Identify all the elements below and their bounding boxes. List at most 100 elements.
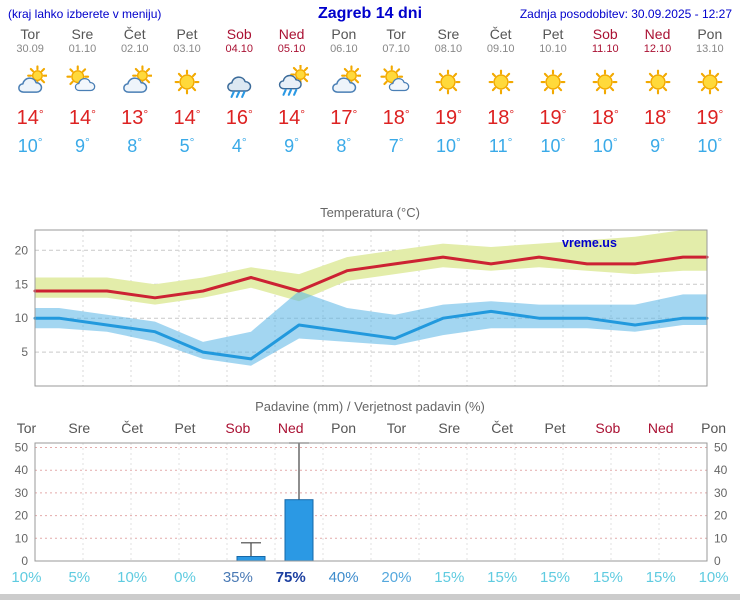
svg-text:50: 50 <box>714 441 728 455</box>
degree-symbol: ° <box>38 107 44 121</box>
degree-symbol: ° <box>85 135 90 149</box>
degree-symbol: ° <box>507 135 513 149</box>
precip-day-label: Tor <box>16 420 37 436</box>
day-column[interactable]: Tor 30.09 14° 10° <box>4 26 56 159</box>
precip-day-labels-row: Tor Sre Čet Pet Sob Ned Pon Tor Sre Čet Pet Sob Ned P… <box>0 420 740 436</box>
svg-text:10: 10 <box>15 311 29 325</box>
day-column[interactable]: Ned 05.10 14° 9° <box>265 26 317 159</box>
day-low-temp: 9° <box>265 135 317 159</box>
degree-symbol: ° <box>137 135 143 149</box>
weather-icon-sun <box>161 63 213 101</box>
temp-line-max <box>33 255 709 300</box>
precip-probability: 75% <box>275 569 306 586</box>
precip-probability: 15% <box>487 569 518 586</box>
high-temp-value: 17 <box>330 107 353 129</box>
high-temp-value: 18 <box>382 107 405 129</box>
precip-probability: 15% <box>645 569 676 586</box>
day-column[interactable]: Ned 12.10 18° 9° <box>631 26 683 159</box>
precip-chart-title: Padavine (mm) / Verjetnost padavin (%) <box>255 399 485 414</box>
svg-text:15: 15 <box>15 277 29 291</box>
day-column[interactable]: Čet 09.10 18° 11° <box>475 26 527 159</box>
low-temp-value: 10 <box>540 136 561 156</box>
low-temp-value: 5 <box>179 136 190 156</box>
precip-day-label: Čet <box>121 420 144 436</box>
precip-probability: 15% <box>592 569 623 586</box>
degree-symbol: ° <box>294 135 299 149</box>
precip-probability: 40% <box>328 569 359 586</box>
day-column[interactable]: Sob 11.10 18° 10° <box>579 26 631 159</box>
low-temp-value: 10 <box>17 136 38 156</box>
day-high-temp: 19° <box>422 106 474 132</box>
degree-symbol: ° <box>352 107 358 121</box>
day-name: Ned <box>278 26 305 42</box>
day-date: 01.10 <box>68 43 97 55</box>
svg-text:20: 20 <box>714 509 728 523</box>
weather-icon-cloud-sun <box>109 63 161 101</box>
low-temp-value: 10 <box>592 136 613 156</box>
day-column[interactable]: Sre 01.10 14° 9° <box>56 26 108 159</box>
precip-probability: 10% <box>698 569 729 586</box>
degree-symbol: ° <box>195 107 201 121</box>
day-date: 13.10 <box>696 43 724 55</box>
weather-icon-sun-rain <box>265 63 317 101</box>
precip-day-label: Sre <box>68 420 91 436</box>
precip-day-label: Sre <box>438 420 461 436</box>
day-column[interactable]: Pon 06.10 17° 8° <box>318 26 370 159</box>
degree-symbol: ° <box>300 107 306 121</box>
day-name: Čet <box>489 26 512 42</box>
day-column[interactable]: Sob 04.10 16° 4° <box>213 26 265 159</box>
day-column[interactable]: Pet 10.10 19° 10° <box>527 26 579 159</box>
day-date: 12.10 <box>643 43 672 55</box>
precip-day-label: Pon <box>701 420 727 436</box>
day-column[interactable]: Pet 03.10 14° 5° <box>161 26 213 159</box>
page-header: (kraj lahko izberete v meniju) Zagreb 14… <box>0 0 740 23</box>
day-low-temp: 5° <box>161 135 213 159</box>
degree-symbol: ° <box>666 107 672 121</box>
precip-bar <box>236 556 266 562</box>
degree-symbol: ° <box>37 135 43 149</box>
day-date: 04.10 <box>225 43 254 55</box>
day-column[interactable]: Sre 08.10 19° 10° <box>422 26 474 159</box>
degree-symbol: ° <box>143 107 149 121</box>
day-name: Tor <box>386 26 406 42</box>
high-temp-value: 14 <box>278 107 301 129</box>
day-high-temp: 14° <box>4 106 56 132</box>
low-temp-value: 9 <box>284 136 295 156</box>
svg-text:30: 30 <box>15 486 29 500</box>
day-low-temp: 10° <box>527 135 579 159</box>
precip-probability: 35% <box>222 569 253 586</box>
horizontal-scrollbar-track[interactable] <box>0 594 740 600</box>
low-temp-value: 9 <box>650 136 661 156</box>
day-high-temp: 16° <box>213 106 265 132</box>
day-date: 07.10 <box>382 43 410 55</box>
day-date: 11.10 <box>591 43 619 55</box>
degree-symbol: ° <box>660 135 665 149</box>
watermark-link[interactable]: vreme.us <box>562 236 617 250</box>
low-temp-value: 7 <box>388 136 399 156</box>
weather-icon-sun <box>422 63 474 101</box>
degree-symbol: ° <box>457 107 462 121</box>
day-name: Sob <box>592 26 618 42</box>
day-name: Sre <box>437 26 460 42</box>
day-column[interactable]: Tor 07.10 18° 7° <box>370 26 422 159</box>
day-column[interactable]: Pon 13.10 19° 10° <box>684 26 736 159</box>
svg-text:40: 40 <box>714 463 728 477</box>
high-temp-value: 19 <box>434 107 458 129</box>
day-low-temp: 10° <box>4 135 56 159</box>
precip-day-label: Sob <box>225 420 251 436</box>
precip-probability: 15% <box>540 569 571 586</box>
day-low-temp: 10° <box>422 135 474 159</box>
precip-probability: 20% <box>381 569 412 586</box>
weather-icon-sun <box>631 63 683 101</box>
weather-icon-sun <box>684 63 736 101</box>
degree-symbol: ° <box>241 135 247 149</box>
degree-symbol: ° <box>404 107 410 121</box>
precip-day-label: Pon <box>331 420 357 436</box>
precip-day-label: Pet <box>544 420 566 436</box>
day-column[interactable]: Čet 02.10 13° 8° <box>109 26 161 159</box>
degree-symbol: ° <box>398 135 404 149</box>
day-high-temp: 19° <box>684 106 736 132</box>
day-low-temp: 10° <box>579 135 631 159</box>
day-date: 10.10 <box>539 43 567 55</box>
